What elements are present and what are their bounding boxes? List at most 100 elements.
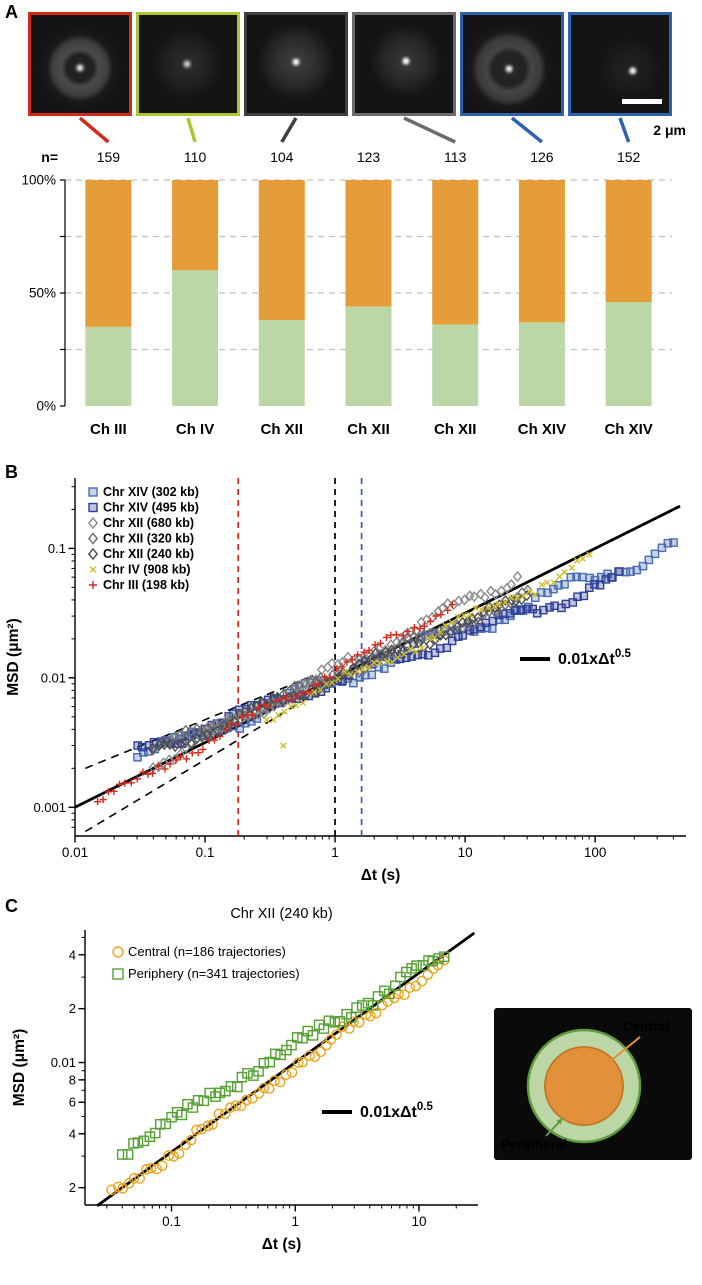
svg-text:Ch XIV: Ch XIV	[518, 421, 566, 438]
svg-text:50%: 50%	[29, 286, 56, 301]
svg-text:Ch XII: Ch XII	[261, 421, 304, 438]
svg-text:Chr XIV (495 kb): Chr XIV (495 kb)	[103, 501, 199, 515]
svg-text:4: 4	[69, 947, 76, 962]
svg-text:0.01: 0.01	[41, 670, 66, 685]
dashed-guide-line	[84, 693, 316, 833]
svg-text:1: 1	[291, 1214, 299, 1229]
plot-data	[96, 931, 476, 1208]
svg-text:Chr XII (320 kb): Chr XII (320 kb)	[103, 532, 194, 546]
bar-peripheral-segment	[345, 180, 392, 307]
y-axis-label: MSD (μm²)	[5, 618, 22, 696]
svg-text:Ch XII: Ch XII	[434, 421, 477, 438]
bar-central-segment	[605, 302, 652, 406]
panel-b-label: B	[5, 462, 18, 482]
microscopy-image-nucleus-ch14a	[460, 12, 564, 116]
bar-peripheral-segment	[172, 180, 219, 271]
fit-equation: 0.01xΔt0.5	[360, 1101, 433, 1121]
svg-text:0.001: 0.001	[33, 800, 66, 815]
scale-bar-label: 2 μm	[653, 122, 686, 138]
x-axis-label: Δt (s)	[361, 867, 401, 884]
svg-text:113: 113	[444, 149, 467, 165]
panel-c: C 0.1 1 10 2 4 6 8 0.01 2 4 Δt (s) MSD (μm²) Chr XII…	[0, 890, 702, 1280]
msd-central-periphery-chart: 0.1 1 10 2 4 6 8 0.01 2 4 Δt (s) MSD (μm²) Chr XII (…	[11, 906, 692, 1253]
svg-text:0.1: 0.1	[48, 541, 66, 556]
bar-central-segment	[345, 306, 392, 406]
svg-text:4: 4	[69, 1126, 76, 1141]
plot-data	[74, 478, 681, 836]
inset-central-label: Central	[623, 1019, 670, 1034]
svg-text:0.1: 0.1	[196, 845, 215, 860]
category-labels: Ch III Ch IV Ch XII Ch XII Ch XII Ch XIV Ch XI…	[90, 421, 653, 438]
svg-text:100%: 100%	[21, 173, 56, 188]
svg-text:Chr XIV (302 kb): Chr XIV (302 kb)	[103, 485, 199, 499]
svg-text:0%: 0%	[36, 399, 56, 414]
svg-text:10: 10	[411, 1214, 426, 1229]
bar-peripheral-segment	[605, 180, 652, 303]
svg-text:0.01: 0.01	[51, 1055, 76, 1070]
series-chr-xii-320-kb-	[148, 584, 533, 756]
microscopy-image-nucleus-ch12a	[244, 12, 348, 116]
svg-text:1: 1	[331, 845, 339, 860]
panel-a-label: A	[5, 2, 18, 22]
series-chr-iii-198-kb-	[94, 600, 456, 806]
series-periphery-n-341-trajectories-	[116, 951, 450, 1160]
central-zone	[544, 1046, 624, 1126]
svg-text:152: 152	[617, 149, 641, 165]
svg-text:Ch IV: Ch IV	[176, 421, 214, 438]
svg-text:Ch III: Ch III	[90, 421, 127, 438]
svg-text:110: 110	[184, 149, 207, 165]
y-grid: 0% 50% 100%	[21, 173, 672, 414]
svg-text:123: 123	[357, 149, 381, 165]
svg-text:2: 2	[69, 1180, 76, 1195]
bar-central-segment	[172, 270, 219, 406]
svg-text:Ch XII: Ch XII	[347, 421, 390, 438]
bar-peripheral-segment	[258, 180, 305, 321]
inset-peripheral-label: Peripheral	[501, 1137, 567, 1152]
stacked-bars	[85, 180, 652, 406]
bar-central-segment	[432, 324, 479, 406]
n-values-row: n= 159 110 104 123 113 126 152	[41, 149, 640, 165]
bar-peripheral-segment	[85, 180, 132, 327]
fit-equation: 0.01xΔt0.5	[558, 648, 631, 668]
panel-a: A 2 μm n= 159 110 104 123 113 126 152 0% 50% 100% C…	[0, 0, 702, 452]
svg-text:8: 8	[69, 1072, 76, 1087]
bar-central-segment	[518, 322, 565, 406]
svg-text:159: 159	[97, 149, 121, 165]
svg-text:2: 2	[69, 1001, 76, 1016]
svg-text:Chr IV (908 kb): Chr IV (908 kb)	[103, 563, 191, 577]
microscopy-image-nucleus-ch14b	[568, 12, 672, 116]
x-axis-label: Δt (s)	[262, 1236, 302, 1253]
leader-lines	[78, 116, 631, 144]
msd-all-loci-chart: 0.01 0.1 1 10 100 0.001 0.01 0.1 Δt (s) MSD (μm²)…	[5, 478, 686, 884]
bar-peripheral-segment	[518, 180, 565, 323]
series-chr-iv-908-kb-	[263, 551, 593, 749]
panel-c-label: C	[5, 896, 18, 916]
microscopy-image-nucleus-ch12b	[352, 12, 456, 116]
y-axis-label: MSD (μm²)	[11, 1029, 28, 1107]
svg-text:6: 6	[69, 1095, 76, 1110]
svg-text:104: 104	[270, 149, 294, 165]
microscopy-image-nucleus-ch3	[28, 12, 132, 116]
legend: Central (n=186 trajectories) Periphery (n…	[112, 944, 300, 981]
svg-text:Chr III (198 kb): Chr III (198 kb)	[103, 578, 189, 592]
svg-text:Periphery (n=341 trajectories): Periphery (n=341 trajectories)	[128, 966, 300, 981]
microscopy-image-nucleus-ch4	[136, 12, 240, 116]
svg-text:Chr XII (240 kb): Chr XII (240 kb)	[103, 547, 194, 561]
panel-b: B 0.01 0.1 1 10 100 0.001 0.01 0.1 Δt (s) MSD (μm…	[0, 452, 702, 890]
chart-title: Chr XII (240 kb)	[230, 906, 332, 922]
legend: Chr XIV (302 kb)Chr XIV (495 kb)Chr XII …	[87, 485, 199, 592]
svg-text:Chr XII (680 kb): Chr XII (680 kb)	[103, 516, 194, 530]
bar-peripheral-segment	[432, 180, 479, 325]
microscopy-image-row	[28, 12, 672, 116]
nucleus-zones-inset: Central Peripheral	[494, 1008, 692, 1160]
svg-text:0.01: 0.01	[62, 845, 88, 860]
axes: 0.1 1 10 2 4 6 8 0.01 2 4	[51, 930, 478, 1229]
svg-text:10: 10	[458, 845, 473, 860]
svg-text:Ch XIV: Ch XIV	[604, 421, 652, 438]
axes: 0.01 0.1 1 10 100 0.001 0.01 0.1	[33, 478, 686, 860]
svg-text:126: 126	[530, 149, 554, 165]
svg-text:100: 100	[584, 845, 607, 860]
bar-central-segment	[258, 320, 305, 406]
